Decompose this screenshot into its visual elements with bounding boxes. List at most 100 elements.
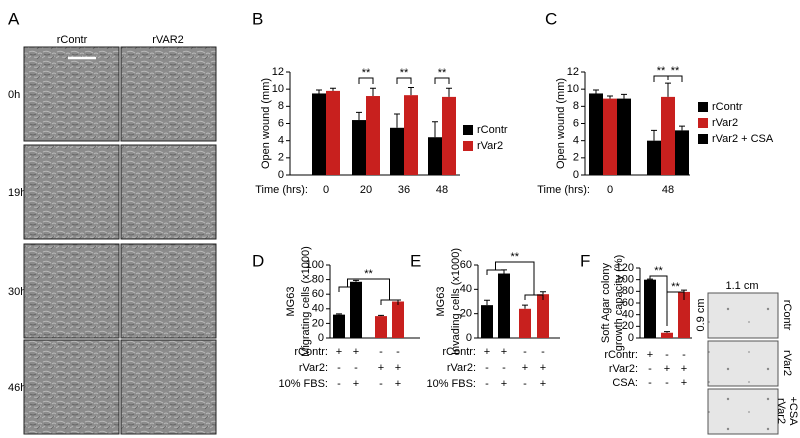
bar [498,273,510,338]
bar [352,120,366,175]
image-row-label: rVar2 [781,350,793,376]
y-axis-label: growth capacity (%) [613,255,625,352]
y-tick-label: 2 [573,152,579,164]
micrograph [23,144,120,240]
condition-sign: + [395,362,401,374]
bar [661,332,673,338]
y-tick-label: 10 [567,83,579,95]
error-bar [679,125,685,131]
micrograph [23,339,120,435]
condition-label: CSA: [612,377,638,389]
condition-label: rVar2: [609,363,638,375]
y-tick-label: 100 [616,274,634,286]
micrograph [23,46,120,142]
condition-sign: + [540,378,546,390]
x-prefix: Time (hrs): [255,184,308,196]
y-tick-label: 12 [272,66,284,78]
condition-label: rContr: [604,349,638,361]
error-bar [540,291,546,295]
height-label: 0.9 cm [695,298,707,331]
micrograph [120,46,217,142]
bar [366,96,380,175]
y-tick-label: 4 [278,135,284,147]
bar [519,308,531,338]
bar [375,316,387,338]
error-bar [607,95,613,99]
legend-swatch [698,134,708,144]
column-label: rVAR2 [152,34,184,46]
error-bar [353,279,359,282]
condition-sign: + [353,378,359,390]
error-bar [446,87,452,97]
x-tick-label: 48 [436,184,448,196]
condition-sign: - [665,377,669,389]
agar-image [707,340,779,387]
bar [661,96,675,175]
significance-label: ** [671,65,680,77]
significance-label: ** [438,67,447,79]
y-tick-label: 40 [312,303,324,315]
y-tick-label: 0 [318,332,324,344]
condition-label: rVar2: [447,362,476,374]
agar-image [707,292,779,339]
bar [326,90,340,175]
error-bar [432,121,438,138]
y-tick-label: 40 [622,309,634,321]
bar [603,98,617,175]
condition-sign: - [379,378,383,390]
panel-label: F [580,251,590,270]
significance-label: ** [364,268,373,280]
error-bar [647,278,653,280]
error-bar [664,331,670,333]
panel-label: C [545,9,557,28]
agar-image [707,388,779,435]
significance-label: ** [400,67,409,79]
error-bar [665,82,671,97]
y-axis-label: Migrating cells (x1000) [300,246,312,357]
condition-sign: - [541,346,545,358]
micrograph [120,144,217,240]
condition-sign: + [681,363,687,375]
bar [392,301,404,338]
condition-sign: - [379,346,383,358]
significance-bracket [347,278,390,300]
micrograph [23,243,120,339]
panel-label: E [410,251,421,270]
width-label: 1.1 cm [725,280,758,292]
x-tick-label: 48 [662,184,674,196]
significance-bracket [667,75,683,82]
significance-bracket [358,77,374,84]
condition-sign: - [354,362,358,374]
condition-sign: - [337,378,341,390]
condition-sign: + [353,346,359,358]
bar [537,294,549,338]
y-tick-label: 120 [616,262,634,274]
row-label: 0h [8,89,20,101]
y-tick-label: 8 [278,100,284,112]
y-tick-label: 80 [622,285,634,297]
significance-label: ** [657,65,666,77]
error-bar [522,304,528,309]
chart-title: MG63 [285,287,297,317]
condition-sign: - [682,349,686,361]
error-bar [316,89,322,94]
significance-bracket [434,77,450,84]
y-tick-label: 6 [278,117,284,129]
bar [390,127,404,175]
y-tick-label: 0 [278,169,284,181]
bar [481,305,493,338]
condition-sign: + [395,378,401,390]
bar [428,137,442,175]
panel-label: B [252,9,263,28]
error-bar [356,111,362,121]
bar [350,281,362,338]
y-tick-label: 12 [567,66,579,78]
micrograph [120,243,217,339]
image-row-label: rContr [781,300,793,331]
error-bar [370,87,376,97]
condition-sign: - [665,349,669,361]
y-tick-label: 2 [278,152,284,164]
chart-title: MG63 [435,287,447,317]
image-row-label: +CSA [787,396,799,426]
